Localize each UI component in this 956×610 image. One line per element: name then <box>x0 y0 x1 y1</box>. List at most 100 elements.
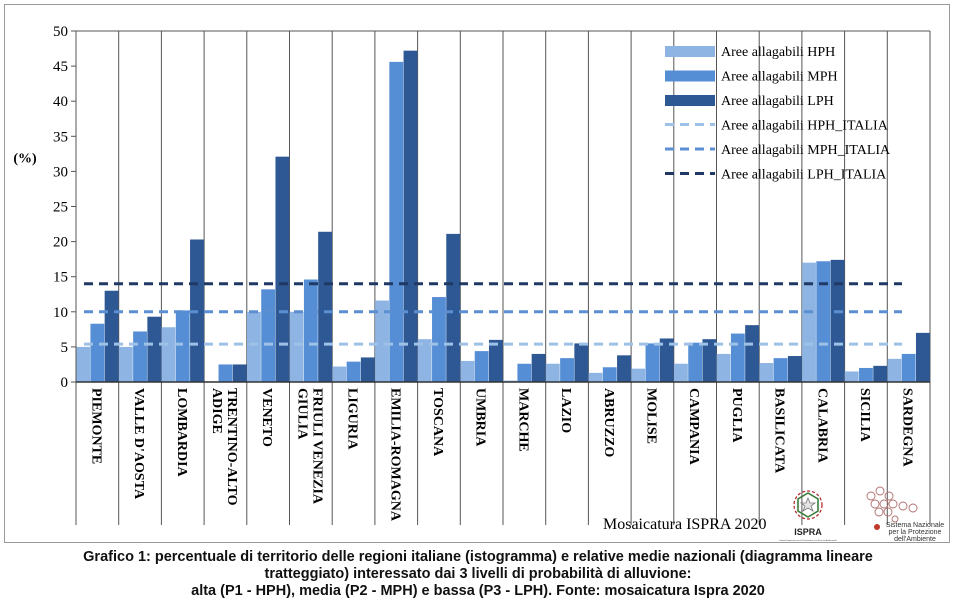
ispra-logo-label: ISPRA <box>794 527 822 537</box>
category-label: VENETO <box>259 388 274 447</box>
category-label-line: CALABRIA <box>814 388 829 464</box>
y-tick-label: 35 <box>53 129 68 145</box>
bar-lph-liguria <box>360 357 375 382</box>
category-label: SICILIA <box>857 388 872 443</box>
category-label-line: PUGLIA <box>729 388 744 443</box>
y-tick-label: 5 <box>61 340 69 356</box>
category-label-line: UMBRIA <box>473 388 488 447</box>
category-label-line: FRIULI VENEZIA <box>309 388 324 505</box>
legend-swatch-lph <box>665 95 715 106</box>
bar-lph-friuli-venezia-giulia <box>318 231 332 382</box>
legend-swatch-mph <box>665 70 715 82</box>
bar-mph-umbria <box>474 351 489 382</box>
bar-hph-abruzzo <box>588 372 603 382</box>
legend-label: Aree allagabili LPH <box>721 94 834 109</box>
bar-mph-puglia <box>730 333 745 382</box>
bar-lph-abruzzo <box>617 355 631 382</box>
bar-lph-basilicata <box>787 356 802 382</box>
bar-mph-veneto <box>261 289 276 382</box>
bar-mph-emilia-romagna <box>389 61 404 382</box>
bar-lph-toscana <box>446 233 461 382</box>
legend-label: Aree allagabili LPH_ITALIA <box>721 168 887 183</box>
y-tick-label: 15 <box>53 270 68 286</box>
legend-label: Aree allagabili HPH <box>721 45 835 60</box>
y-tick-label: 40 <box>53 94 68 110</box>
ispra-emblem-icon <box>793 490 823 520</box>
category-label-line: ABRUZZO <box>601 388 616 457</box>
category-label: TRENTINO-ALTOADIGE <box>209 388 239 506</box>
category-label-line: CAMPANIA <box>686 388 701 466</box>
category-label: MARCHE <box>515 388 530 452</box>
legend-label: Aree allagabili HPH_ITALIA <box>721 119 889 134</box>
bar-hph-basilicata <box>759 363 774 382</box>
bar-hph-toscana <box>417 339 432 382</box>
bar-lph-sicilia <box>873 365 888 382</box>
y-tick-label: 50 <box>53 24 68 40</box>
chart: 0 5 10 15 20 25 30 35 40 45 50 (%) PIEMONTE VALLE D'… <box>13 24 944 543</box>
bar-hph-friuli-venezia-giulia <box>289 311 304 382</box>
category-label-line: SARDEGNA <box>900 388 915 467</box>
bar-lph-veneto <box>275 156 290 382</box>
bar-hph-puglia <box>716 353 731 382</box>
bar-lph-piemonte <box>104 290 119 382</box>
bar-hph-calabria <box>802 262 816 382</box>
category-label: MOLISE <box>643 388 658 444</box>
y-tick-label: 10 <box>53 305 68 321</box>
category-label-line: BASILICATA <box>772 388 787 474</box>
bar-hph-valle-d-aosta <box>118 346 133 382</box>
bar-mph-sicilia <box>859 367 873 382</box>
bar-hph-liguria <box>332 366 347 382</box>
bar-hph-sicilia <box>844 371 859 382</box>
bar-hph-umbria <box>460 360 475 382</box>
bar-mph-calabria <box>816 261 831 382</box>
source-label: Mosaicatura ISPRA 2020 <box>603 516 767 533</box>
bar-mph-toscana <box>432 297 446 382</box>
caption-line-2: tratteggiato) interessato dai 3 livelli … <box>264 566 692 582</box>
category-label: BASILICATA <box>772 388 787 474</box>
bar-mph-abruzzo <box>602 367 617 382</box>
category-label-line: VALLE D'AOSTA <box>131 388 146 500</box>
bar-hph-emilia-romagna <box>375 300 389 382</box>
bar-hph-lazio <box>545 363 560 382</box>
bar-mph-campania <box>688 342 703 382</box>
bar-lph-molise <box>659 338 674 382</box>
bar-lph-campania <box>702 339 717 382</box>
category-label-line: TRENTINO-ALTO <box>224 388 239 506</box>
bar-mph-molise <box>645 343 660 382</box>
bar-mph-liguria <box>346 361 361 382</box>
bar-lph-umbria <box>488 339 503 382</box>
bar-hph-molise <box>631 368 646 382</box>
legend-swatch-hph <box>665 46 715 57</box>
y-tick-label: 20 <box>53 235 68 251</box>
snpa-logo-line3: dell'Ambiente <box>894 536 936 543</box>
bar-hph-sardegna <box>887 358 902 382</box>
bar-mph-basilicata <box>773 358 788 382</box>
bar-lph-trentino-alto-adige <box>232 364 247 382</box>
bar-hph-veneto <box>247 311 261 382</box>
category-label: VALLE D'AOSTA <box>131 388 146 500</box>
category-label: UMBRIA <box>473 388 488 447</box>
category-label-line: VENETO <box>259 388 274 447</box>
y-axis-title: (%) <box>13 151 37 166</box>
category-label-line: MARCHE <box>515 388 530 452</box>
category-label: FRIULI VENEZIAGIULIA <box>294 388 324 505</box>
y-tick-label: 45 <box>53 59 68 75</box>
snpa-red-dot-icon <box>874 524 880 530</box>
category-label-line: TOSCANA <box>430 388 445 457</box>
snpa-network-icon <box>866 486 918 523</box>
caption-line-3: alta (P1 - HPH), media (P2 - MPH) e bass… <box>191 583 765 599</box>
category-label-line: EMILIA-ROMAGNA <box>387 388 402 522</box>
legend-label: Aree allagabili MPH <box>721 70 838 85</box>
category-label-line: GIULIA <box>294 388 309 440</box>
category-label-line: PIEMONTE <box>88 388 103 464</box>
bar-lph-sardegna <box>915 332 930 382</box>
category-label: TOSCANA <box>430 388 445 457</box>
chart-frame: 0 5 10 15 20 25 30 35 40 45 50 (%) PIEMONTE VALLE D'… <box>4 4 950 543</box>
category-label: LOMBARDIA <box>174 388 189 478</box>
category-label-line: MOLISE <box>643 388 658 444</box>
bar-mph-friuli-venezia-giulia <box>303 279 318 382</box>
caption-line-1: Grafico 1: percentuale di territorio del… <box>83 549 873 565</box>
bar-mph-marche <box>517 363 532 382</box>
snpa-logo-line1: Sistema Nazionale <box>886 522 944 529</box>
category-label: ABRUZZO <box>601 388 616 457</box>
